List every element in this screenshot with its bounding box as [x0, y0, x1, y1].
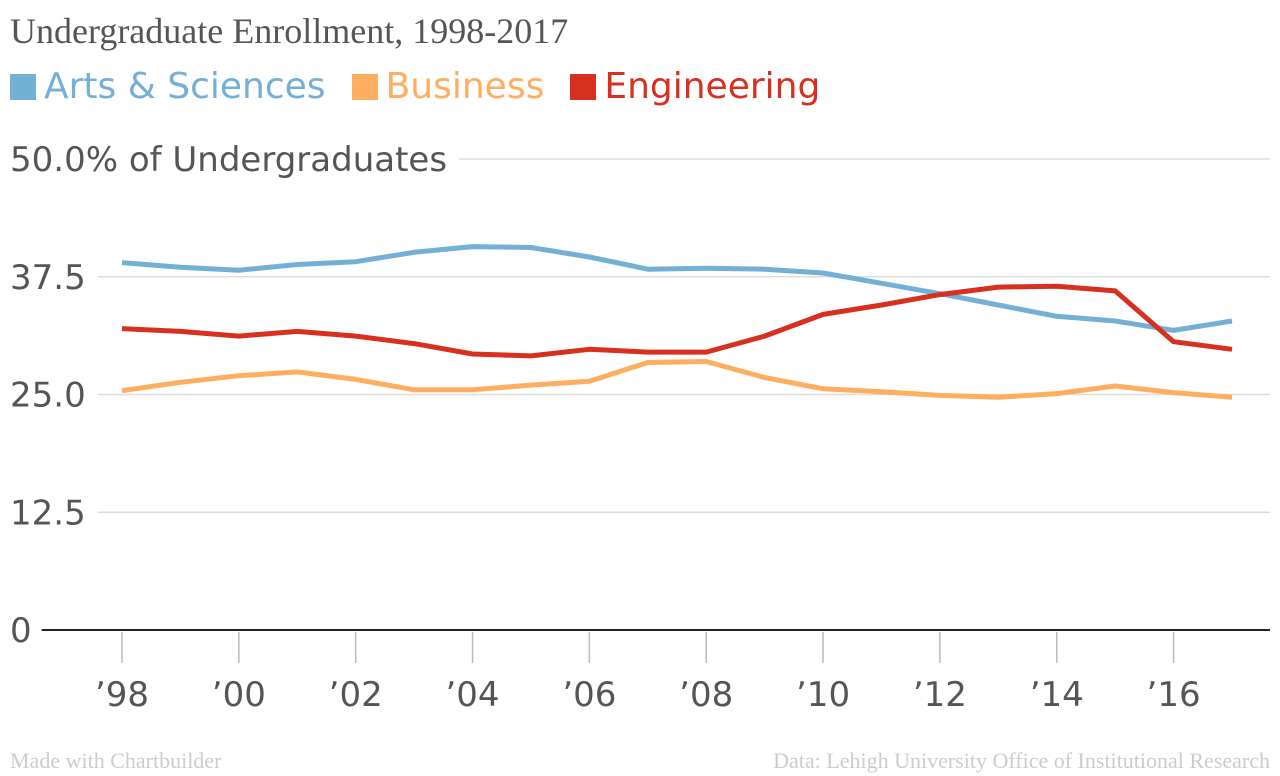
legend-swatch-arts-sciences: [10, 73, 36, 100]
legend-item-engineering: Engineering: [570, 66, 820, 107]
legend-swatch-engineering: [570, 73, 597, 100]
legend-item-business: Business: [351, 66, 545, 107]
footer-credit: Made with Chartbuilder: [10, 748, 222, 773]
series-line-engineering: [121, 283, 1233, 359]
chart-legend: Arts & Sciences Business Engineering: [10, 66, 846, 107]
x-tick-label: ’12: [913, 675, 967, 715]
x-tick-label: ’06: [562, 675, 616, 715]
series-line-arts-sciences: [121, 244, 1233, 333]
x-tick-label: ’02: [329, 675, 383, 715]
y-tick-label: 0: [10, 611, 32, 651]
footer-source: Data: Lehigh University Office of Instit…: [773, 748, 1270, 773]
legend-label-business: Business: [385, 66, 545, 107]
series-line-business: [121, 359, 1233, 400]
y-tick-label: 25.0: [10, 376, 86, 416]
legend-label-engineering: Engineering: [604, 66, 821, 107]
legend-swatch-business: [351, 73, 378, 100]
chart-title: Undergraduate Enrollment, 1998-2017: [10, 11, 569, 51]
x-tick-label: ’04: [445, 675, 499, 715]
x-tick-label: ’98: [95, 675, 149, 715]
x-tick-label: ’16: [1147, 675, 1201, 715]
x-tick-label: ’10: [796, 675, 850, 715]
legend-item-arts-sciences: Arts & Sciences: [10, 66, 326, 107]
grid-layer: 0 12.5 25.0 37.5 50.0% of Undergraduates: [10, 140, 1270, 651]
x-tick-label: ’08: [679, 675, 733, 715]
x-tick-label: ’00: [212, 675, 266, 715]
legend-label-arts-sciences: Arts & Sciences: [44, 66, 326, 107]
y-tick-label: 12.5: [10, 493, 86, 533]
y-tick-label: 50.0% of Undergraduates: [10, 140, 447, 180]
y-tick-label: 37.5: [10, 258, 86, 298]
x-tick-label: ’14: [1030, 675, 1084, 715]
series-layer: [121, 244, 1233, 400]
x-axis-layer: ’98 ’00 ’02 ’04 ’06 ’08 ’10 ’12 ’14 ’16: [95, 632, 1201, 715]
